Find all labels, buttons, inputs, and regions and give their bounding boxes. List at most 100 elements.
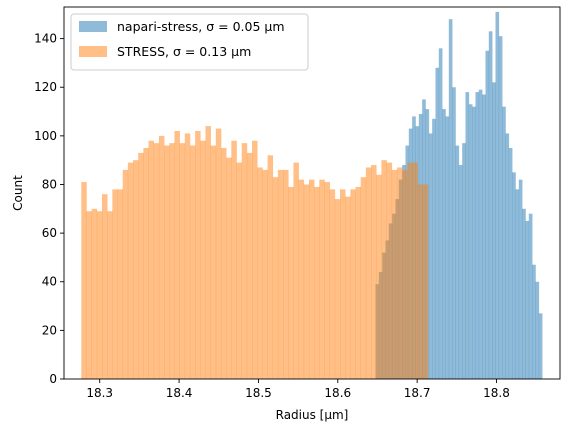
histogram-bar (482, 94, 486, 379)
histogram-bar (298, 179, 305, 379)
legend-swatch-stress (79, 46, 107, 57)
y-tick-label: 120 (34, 80, 57, 94)
legend-swatch-napari-stress (79, 21, 107, 32)
histogram-bar (96, 211, 103, 379)
histogram-bar (495, 11, 500, 380)
histogram-bar (340, 189, 346, 379)
histogram-bar (452, 87, 456, 379)
histogram-bar (468, 104, 473, 379)
histogram-bar (407, 162, 413, 379)
bars-layer (81, 11, 543, 380)
histogram-bar (525, 220, 530, 379)
x-tick-label: 18.8 (483, 386, 510, 400)
histogram-bar (210, 145, 217, 379)
histogram-bar (200, 140, 206, 379)
histogram-bar (303, 184, 310, 379)
histogram-bar (412, 162, 418, 379)
histogram-bar (505, 133, 510, 379)
x-tick-label: 18.7 (404, 386, 431, 400)
histogram-bar (184, 133, 191, 379)
histogram-bar (153, 143, 160, 379)
y-tick-label: 60 (42, 226, 57, 240)
histogram-bar (231, 140, 237, 379)
histogram-bar (485, 50, 490, 379)
y-tick-label: 140 (34, 32, 57, 46)
histogram-bar (319, 179, 325, 379)
histogram-bar (442, 109, 446, 379)
histogram-bar (508, 148, 513, 379)
y-axis-label: Count (11, 175, 25, 211)
histogram-bar (535, 281, 540, 379)
histogram-bar (478, 89, 483, 380)
histogram-bar (288, 186, 294, 379)
histogram-bar (293, 162, 299, 379)
histogram-bar (158, 135, 165, 379)
histogram-bar (512, 172, 516, 379)
y-tick-label: 80 (42, 177, 57, 191)
y-tick-label: 0 (49, 372, 57, 386)
histogram-bar (522, 208, 526, 379)
histogram-bar (515, 189, 520, 379)
histogram-bar (257, 167, 263, 379)
histogram-bar (334, 199, 341, 379)
histogram-bar (272, 177, 279, 379)
histogram-bar (277, 169, 284, 379)
histogram-bar (164, 145, 170, 379)
x-tick-label: 18.4 (166, 386, 193, 400)
histogram-bar (445, 116, 450, 379)
histogram-bar (221, 148, 227, 379)
histogram-bar (169, 143, 175, 379)
histogram-bar (422, 184, 429, 379)
histogram-bar (127, 162, 134, 379)
histogram-bar (215, 128, 222, 379)
histogram-bar (226, 157, 232, 379)
plot-frame (63, 6, 561, 380)
histogram-bar (143, 148, 149, 379)
histogram-bar (179, 143, 186, 379)
y-tick-label: 20 (42, 323, 57, 337)
histogram-bar (386, 162, 393, 379)
histogram-bar (329, 189, 336, 379)
x-tick-label: 18.6 (324, 386, 351, 400)
histogram-bar (472, 106, 476, 379)
histogram-bar (432, 118, 436, 379)
histogram-bar (360, 177, 367, 379)
histogram-bar (283, 169, 289, 379)
histogram-bar (396, 167, 403, 379)
histogram-bar (246, 152, 253, 379)
histogram-bar (195, 131, 201, 379)
series-stress (81, 126, 429, 379)
legend-box (70, 13, 309, 71)
x-tick-label: 18.5 (245, 386, 272, 400)
histogram-bar (205, 126, 211, 379)
histogram-bar (345, 196, 351, 379)
histogram-bar (462, 143, 466, 379)
histogram-bar (267, 155, 274, 379)
histogram-bar (236, 162, 243, 379)
histogram-bar (262, 169, 268, 379)
histogram-bar (117, 189, 123, 379)
histogram-bar (528, 213, 533, 379)
histogram-bar (365, 167, 372, 379)
legend: napari-stress, σ = 0.05 µm STRESS, σ = 0… (70, 13, 309, 71)
histogram-bar (498, 36, 503, 379)
histogram-bar (371, 165, 377, 379)
histogram-bar (465, 92, 470, 380)
histogram-bar (402, 169, 408, 379)
legend-label-napari-stress: napari-stress, σ = 0.05 µm (117, 19, 285, 34)
histogram-bar (350, 189, 356, 379)
histogram-bar (122, 169, 129, 379)
histogram-bar (252, 140, 258, 379)
x-axis-label: Radius [µm] (276, 408, 349, 422)
histogram-bar (381, 160, 387, 379)
y-tick-label: 40 (42, 275, 57, 289)
histogram-bar (532, 264, 536, 379)
histogram-bar (502, 106, 506, 379)
histogram-bar (81, 182, 87, 379)
histogram-bar (86, 211, 92, 379)
histogram-bar (308, 179, 315, 379)
histogram-bar (492, 82, 496, 379)
histogram-bar (107, 211, 113, 379)
